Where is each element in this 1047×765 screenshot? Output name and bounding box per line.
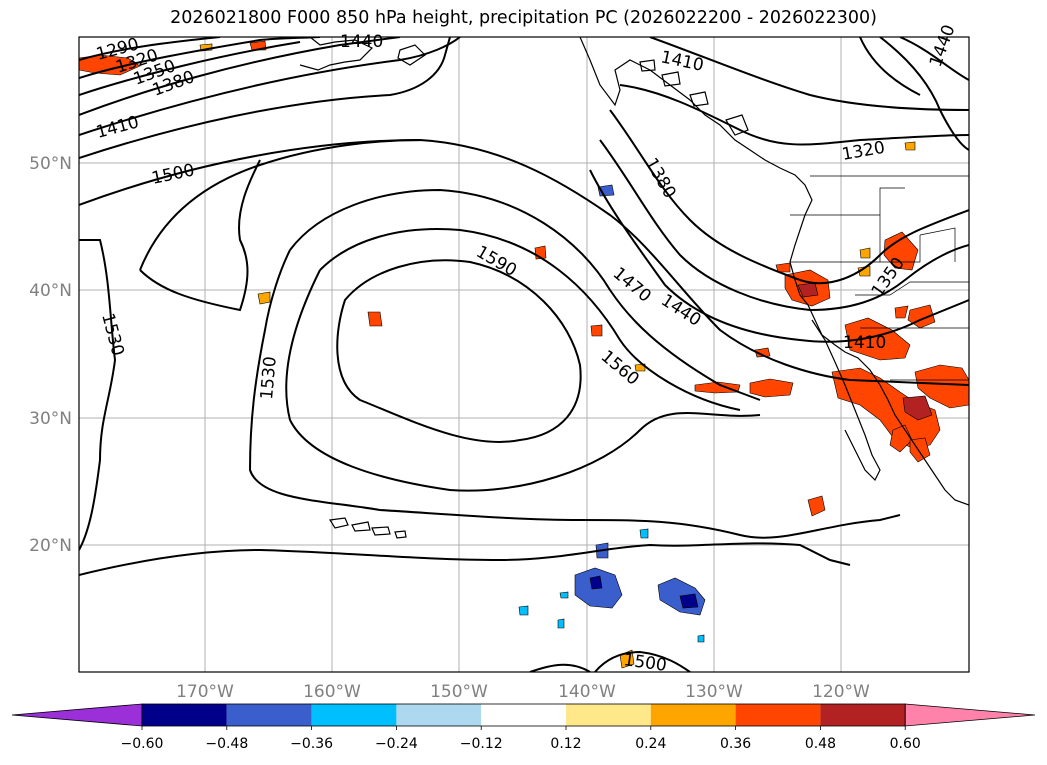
colorbar-extend-left [11,703,143,727]
colorbar-extend-right [904,703,1036,727]
map-title: 2026021800 F000 850 hPa height, precipit… [170,8,877,28]
latitude-labels: 50°N 40°N 30°N 20°N [29,154,72,556]
map-area [79,37,969,672]
colorbar-outline [141,703,906,727]
map-frame [78,36,970,673]
longitude-labels: 170°W 160°W 150°W 140°W 130°W 120°W [176,682,870,702]
colorbar-tick-label: 0.48 [805,736,836,752]
lon-label: 160°W [303,682,361,702]
lon-label: 140°W [558,682,616,702]
colorbar-tick-label: −0.60 [121,736,164,752]
lon-label: 170°W [176,682,234,702]
contour-label: 1410 [843,333,886,353]
lon-label: 150°W [430,682,488,702]
contour-label: 1530 [257,356,281,401]
colorbar-segment [735,704,821,726]
colorbar-segment [396,704,482,726]
colorbar-tick-label: −0.12 [460,736,503,752]
colorbar-segment [566,704,651,726]
colorbar-tick-label: 0.36 [720,736,751,752]
height-contours [79,37,969,672]
colorbar-segment [311,704,397,726]
lon-label: 120°W [812,682,870,702]
lat-label: 20°N [29,536,72,556]
colorbar-segment [820,704,906,726]
precip-negative [518,184,706,643]
colorbar-tick-label: −0.24 [375,736,418,752]
lon-label: 130°W [685,682,743,702]
colorbar-segment [142,704,227,726]
colorbar-tick-label: 0.12 [550,736,581,752]
lat-label: 50°N [29,154,72,174]
colorbar-tick-label: −0.36 [290,736,333,752]
contour-label: 1440 [340,32,383,52]
colorbar-tick-label: 0.24 [635,736,666,752]
lat-label: 40°N [29,281,72,301]
coastlines [299,37,969,539]
colorbar: −0.60 −0.48 −0.36 −0.24 −0.12 0.12 0.24 0.36 0.4… [11,703,1036,752]
graticule [79,37,969,672]
precip-positive [79,40,969,669]
colorbar-tick-label: −0.48 [205,736,248,752]
colorbar-segment [650,704,736,726]
colorbar-tick-label: 0.60 [890,736,921,752]
colorbar-segment [481,704,566,726]
lat-label: 30°N [29,409,72,429]
colorbar-segment [226,704,312,726]
